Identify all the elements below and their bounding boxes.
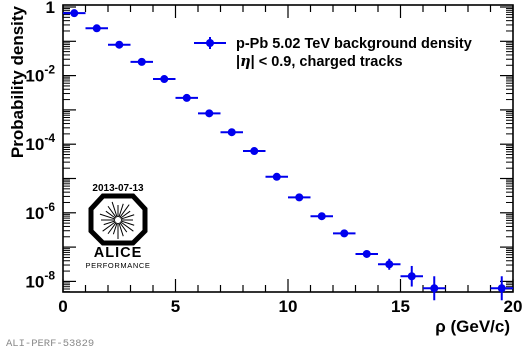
logo-ray (120, 214, 135, 220)
logo-ray (112, 222, 118, 235)
logo-octagon-icon (88, 193, 148, 246)
data-marker (115, 40, 124, 49)
data-marker (317, 212, 326, 221)
data-marker (92, 24, 101, 33)
legend-marker-dot (206, 39, 214, 47)
x-tick-label: 0 (58, 297, 67, 316)
logo-ray (107, 222, 117, 235)
data-marker (407, 272, 416, 281)
axis-ticks (62, 5, 514, 293)
data-point (153, 75, 176, 84)
data-marker (227, 128, 236, 137)
y-tick-label: 10-2 (25, 63, 55, 86)
y-axis-title: Probability density (8, 5, 27, 158)
logo-ray (118, 222, 124, 237)
y-tick-label: 1 (46, 0, 55, 17)
data-marker (205, 109, 214, 118)
data-point (400, 265, 423, 287)
logo-ray (119, 204, 130, 218)
logo-ray (119, 222, 128, 233)
logo-ray (103, 220, 116, 226)
data-point (310, 212, 333, 221)
x-tick-label: 5 (171, 297, 180, 316)
data-marker (137, 57, 146, 66)
data-point (333, 229, 356, 238)
y-tick-label: 10-8 (25, 268, 55, 291)
data-point (108, 40, 131, 49)
data-point (220, 128, 243, 137)
data-marker (385, 260, 394, 269)
y-tick-labels: 1 10-2 10-4 10-6 10-8 (25, 0, 55, 291)
x-tick-label: 10 (279, 297, 298, 316)
x-tick-label: 20 (504, 297, 523, 316)
data-point (175, 93, 198, 102)
data-point (423, 276, 446, 301)
data-marker (362, 249, 371, 258)
data-point (355, 249, 378, 258)
legend: p-Pb 5.02 TeV background density |η| < 0… (194, 36, 472, 70)
data-point (265, 172, 288, 181)
data-marker (272, 172, 281, 181)
x-axis-title: ρ (GeV/c) (435, 317, 510, 336)
x-tick-label: 15 (391, 297, 410, 316)
logo-ray (120, 221, 134, 232)
logo-date: 2013-07-13 (92, 183, 144, 194)
data-point (490, 276, 513, 301)
logo-rays-icon (99, 201, 135, 239)
legend-line1: p-Pb 5.02 TeV background density (236, 36, 472, 52)
data-marker (160, 75, 169, 84)
data-series (63, 9, 513, 301)
data-point (378, 258, 401, 270)
logo-ray (120, 210, 131, 219)
logo-subtitle: PERFORMANCE (86, 261, 151, 270)
data-marker (430, 284, 439, 293)
legend-line2-prefix: | (236, 54, 240, 70)
data-marker (182, 93, 191, 102)
figure-id: ALI-PERF-53829 (6, 338, 94, 350)
data-marker (250, 147, 259, 156)
logo-ray (118, 203, 124, 218)
logo-ray (107, 205, 117, 218)
alice-logo: 2013-07-13 ALICE PERFORMANCE (86, 183, 151, 270)
legend-line2-symbol: η (240, 53, 251, 70)
data-point (288, 193, 311, 202)
data-point (85, 24, 108, 33)
data-marker (70, 9, 79, 18)
data-marker (340, 229, 349, 238)
logo-name: ALICE (94, 245, 143, 261)
y-tick-label: 10-6 (25, 200, 55, 223)
logo-ray (102, 221, 116, 232)
y-tick-label: 10-4 (25, 131, 55, 154)
data-marker (497, 284, 506, 293)
data-point (130, 57, 153, 66)
legend-line2-suffix: | < 0.9, charged tracks (251, 54, 403, 70)
logo-ray (105, 210, 116, 219)
data-point (243, 147, 266, 156)
data-point (63, 9, 86, 18)
logo-ray (120, 220, 135, 226)
data-point (198, 109, 221, 118)
x-tick-labels: 0 5 10 15 20 (58, 297, 522, 316)
logo-ray (111, 201, 118, 218)
data-marker (295, 193, 304, 202)
legend-line2: |η| < 0.9, charged tracks (236, 53, 403, 70)
logo-ray (99, 213, 116, 220)
